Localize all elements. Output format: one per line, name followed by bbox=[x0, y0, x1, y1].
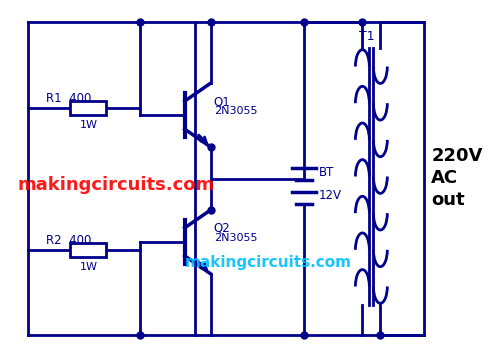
Text: R2  400: R2 400 bbox=[46, 234, 91, 247]
Text: 2N3055: 2N3055 bbox=[214, 106, 257, 116]
Text: 1W: 1W bbox=[80, 120, 98, 130]
Bar bbox=[70, 101, 106, 115]
Text: 12V: 12V bbox=[318, 190, 341, 202]
Text: T1: T1 bbox=[359, 30, 374, 43]
Text: 2N3055: 2N3055 bbox=[214, 233, 257, 243]
Text: 220V
AC
out: 220V AC out bbox=[431, 147, 483, 209]
Text: makingcircuits.com: makingcircuits.com bbox=[18, 176, 215, 194]
Text: 1W: 1W bbox=[80, 262, 98, 272]
Text: BT: BT bbox=[318, 166, 334, 178]
Text: Q2: Q2 bbox=[214, 222, 230, 235]
Text: Q1: Q1 bbox=[214, 95, 230, 108]
Text: R1  400: R1 400 bbox=[46, 92, 91, 105]
Text: makingcircuits.com: makingcircuits.com bbox=[185, 255, 352, 270]
Bar bbox=[70, 243, 106, 257]
